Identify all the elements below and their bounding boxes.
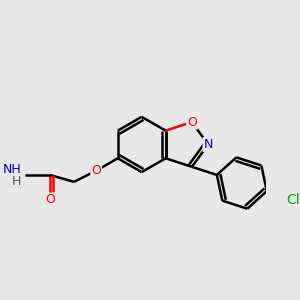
- Text: O: O: [187, 116, 197, 129]
- Text: H: H: [12, 176, 21, 188]
- Text: NH: NH: [2, 163, 21, 176]
- Text: Cl: Cl: [286, 193, 300, 207]
- Text: N: N: [203, 138, 213, 151]
- Text: O: O: [45, 194, 55, 206]
- Text: O: O: [91, 164, 101, 177]
